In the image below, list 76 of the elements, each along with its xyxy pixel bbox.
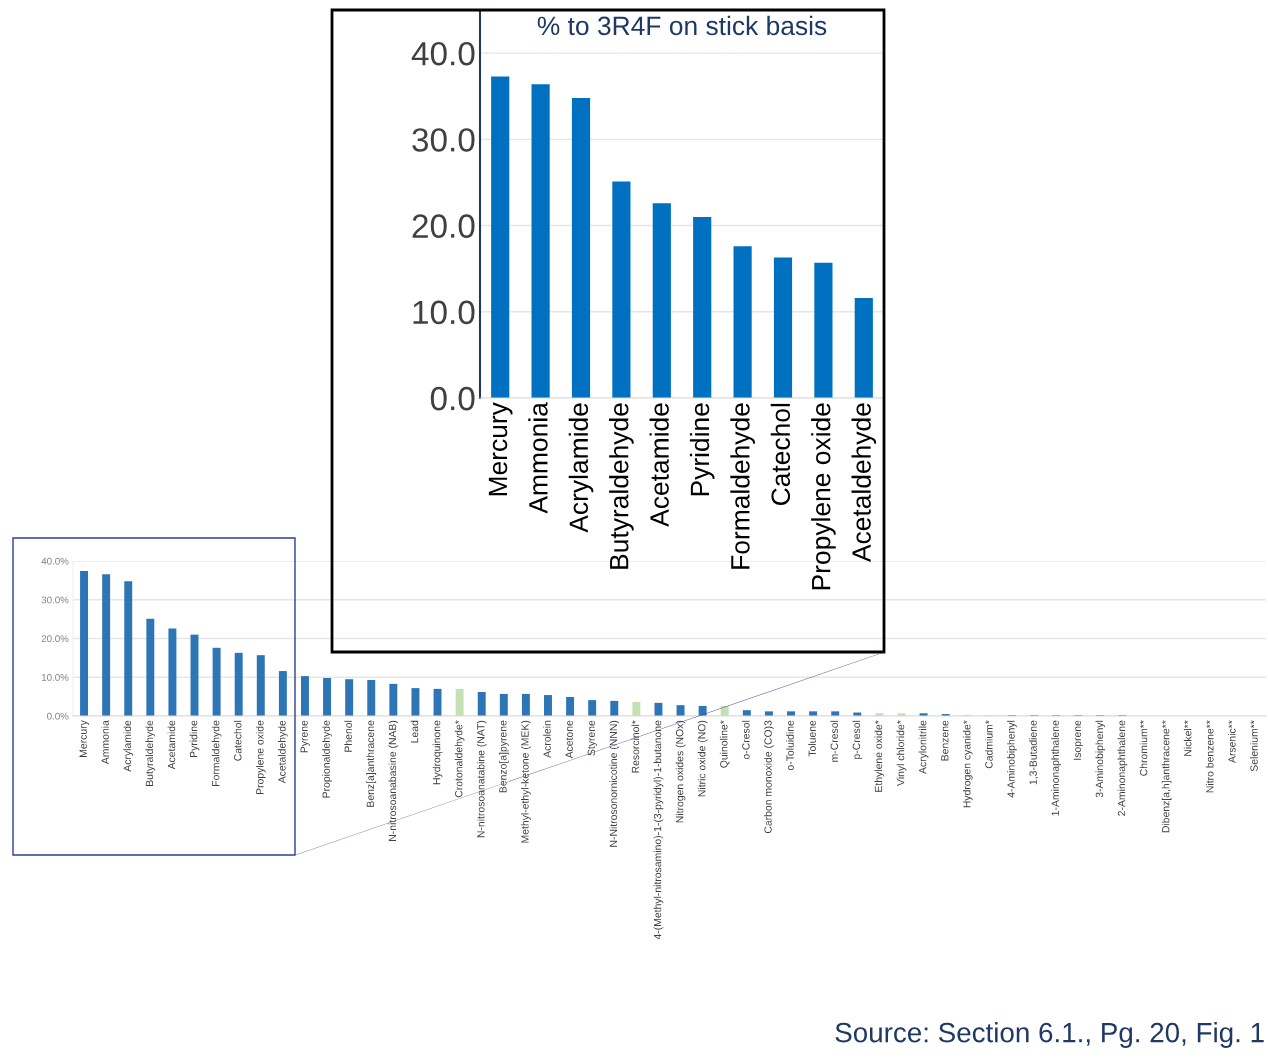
x-tick-label: Benzo[a]pyrene — [498, 720, 509, 793]
x-tick-label: Acetone — [565, 720, 573, 759]
x-tick-label: p-Cresol — [852, 720, 863, 759]
x-tick-label: Ammonia — [528, 402, 548, 514]
x-tick-label: Vinyl chloride* — [896, 720, 907, 786]
x-tick-label: o-Cresol — [741, 720, 750, 760]
x-tick-label: Styrene — [587, 720, 598, 756]
x-tick-label: N-nitrosoanabasine (NAB) — [388, 720, 399, 841]
x-tick-label: Acetamide — [167, 720, 176, 770]
x-tick-label: Chromium** — [1139, 720, 1148, 776]
x-tick-label: Formaldehyde — [211, 720, 222, 786]
x-tick-label: Acetamide — [649, 403, 669, 527]
x-tick-label: Pyridine — [189, 720, 200, 757]
x-tick-label: Ammonia — [101, 720, 109, 765]
x-tick-label: Acetaldehyde — [851, 403, 877, 563]
x-tick-label: Benz[a]anthracene — [366, 720, 377, 807]
source-note: Source: Section 6.1., Pg. 20, Fig. 1 — [835, 1022, 1264, 1048]
x-tick-label: Acrylamide — [123, 720, 134, 772]
x-tick-label: Butyraldehyde — [145, 720, 156, 786]
x-tick-label: Hydroquinone — [432, 720, 443, 785]
x-tick-label: 1-Aminonaphthalene — [1051, 720, 1061, 816]
chart-title: % to 3R4F on stick basis — [537, 15, 827, 36]
x-tick-label: Crotonaldehyde* — [454, 720, 465, 798]
x-tick-label: Propylene oxide — [255, 720, 266, 795]
x-tick-label: Quinoline* — [719, 720, 730, 768]
x-tick-label: Cadmium* — [984, 720, 993, 769]
x-tick-label: Toluene — [808, 720, 816, 757]
x-tick-label: Hydrogen cyanide* — [962, 720, 973, 808]
x-tick-label: 2-Aminonaphthalene — [1117, 720, 1128, 816]
x-tick-label: Propionaldehyde — [322, 720, 332, 798]
x-tick-label: Catechol — [770, 403, 791, 505]
x-tick-label: N-nitrosoanatabine (NAT) — [476, 720, 487, 838]
x-tick-label: Acetaldehyde — [278, 720, 288, 784]
x-tick-label: Nickel** — [1183, 720, 1192, 756]
y-tick-label: 10.0 — [413, 300, 475, 325]
x-tick-label: Mercury — [79, 720, 89, 757]
y-tick-label: 10.0% — [42, 673, 69, 681]
y-tick-label: 20.0% — [41, 635, 69, 643]
x-tick-label: Benzene — [941, 720, 949, 761]
x-tick-label: Resorcinol* — [631, 720, 640, 773]
x-tick-label: 1,3-Butadiene — [1029, 720, 1039, 785]
x-tick-label: N-Nitrosonornicotine (NNN) — [609, 720, 620, 847]
x-tick-label: Nitro benzene** — [1205, 720, 1214, 793]
x-tick-label: Methyl-ethyl-ketone (MEK) — [521, 720, 531, 843]
x-tick-label: Acrylonitrile — [918, 720, 929, 774]
x-tick-label: Propylene oxide — [811, 403, 836, 590]
x-tick-label: Ethylene oxide* — [874, 720, 885, 792]
x-tick-label: Lead — [410, 720, 419, 743]
x-tick-label: Pyrene — [300, 720, 310, 753]
x-tick-label: Nitric oxide (NO) — [697, 720, 708, 797]
y-tick-label: 30.0 — [412, 128, 475, 152]
x-tick-label: Mercury — [488, 402, 513, 496]
x-tick-label: Butyraldehyde — [609, 403, 634, 569]
x-tick-label: Pyridine — [689, 403, 715, 496]
x-tick-label: Phenol — [344, 720, 352, 752]
x-tick-label: Catechol — [233, 720, 242, 761]
y-tick-label: 0.0% — [47, 712, 69, 720]
x-tick-label: m-Cresol — [830, 720, 838, 762]
x-tick-label: Acrolein — [543, 720, 551, 758]
y-tick-label: 0.0 — [430, 386, 475, 411]
x-tick-label: Carbon monoxide (CO)3 — [764, 720, 774, 834]
y-tick-label: 40.0 — [411, 41, 475, 66]
x-tick-label: 3-Aminobiphenyl — [1095, 720, 1106, 798]
y-tick-label: 20.0 — [412, 214, 475, 238]
x-tick-label: o-Toluidine — [786, 720, 794, 771]
x-tick-label: 4-Aminobiphenyl — [1007, 720, 1017, 798]
y-tick-label: 40.0% — [41, 557, 69, 565]
x-tick-label: 4-(Methyl-nitrosamino)-1-(3-pyridyl)-1-butanone — [653, 720, 664, 940]
x-tick-label: Arsenic** — [1228, 720, 1236, 763]
x-tick-label: Formaldehyde — [730, 403, 755, 569]
x-tick-label: Selenium** — [1250, 720, 1258, 772]
x-tick-label: Nitrogen oxides (NOx) — [675, 720, 686, 823]
x-tick-label: Isoprene — [1073, 720, 1084, 760]
x-tick-label: Acrylamide — [568, 403, 594, 533]
y-tick-label: 30.0% — [41, 596, 69, 604]
x-tick-label: Dibenz[a,h]anthracene** — [1161, 720, 1172, 833]
